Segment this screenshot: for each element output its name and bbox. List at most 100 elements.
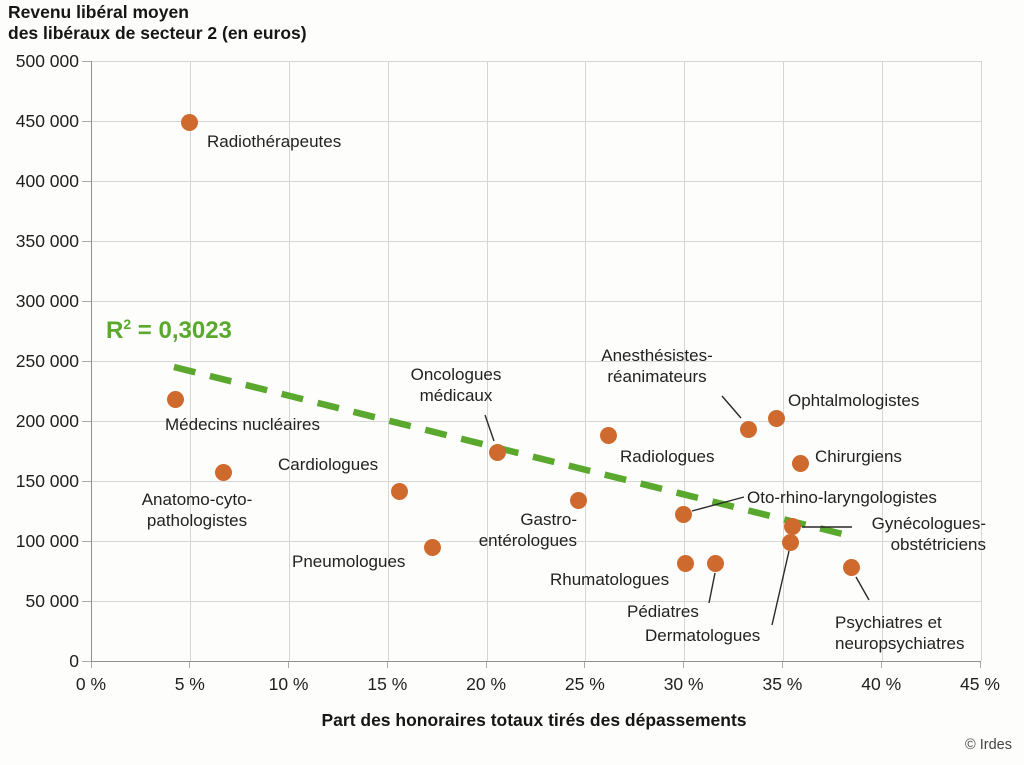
x-tick-mark <box>485 662 487 668</box>
point-label-line: obstétriciens <box>890 535 986 554</box>
point-label-line: Chirurgiens <box>815 447 902 466</box>
x-tick-label: 15 % <box>367 674 408 694</box>
gridline-vertical <box>881 61 883 661</box>
gridline-horizontal <box>92 300 981 302</box>
data-point-psychiatres-neuropsychiatres <box>843 558 861 576</box>
gridline-horizontal <box>92 180 981 182</box>
gridline-horizontal <box>92 60 981 62</box>
point-label-line: Radiothérapeutes <box>207 132 342 151</box>
data-point-medecins-nucleaires <box>167 390 185 408</box>
data-point-gynecologues-obstetriciens <box>783 518 801 536</box>
x-tick-mark <box>584 662 586 668</box>
data-point-radiologues <box>600 426 618 444</box>
y-tick-mark <box>82 600 91 602</box>
r-squared-annotation: R2 = 0,3023 <box>106 316 232 345</box>
point-label-anatomo-cyto-pathologistes: Anatomo-cyto-pathologistes <box>117 489 277 531</box>
gridline-vertical <box>486 61 488 661</box>
x-tick-mark <box>288 662 290 668</box>
data-point-gastro-enterologues <box>570 491 588 509</box>
data-point-radiotherapeutes <box>181 113 199 131</box>
credit-irdes: © Irdes <box>965 737 1012 753</box>
x-axis-title: Part des honoraires totaux tirés des dép… <box>321 710 747 730</box>
point-label-line: Pédiatres <box>627 602 699 621</box>
x-tick-label: 35 % <box>762 674 803 694</box>
chart-title: Revenu libéral moyen des libéraux de sec… <box>8 2 307 44</box>
r2-base: R <box>106 317 124 344</box>
gridline-vertical <box>684 61 686 661</box>
y-tick-label: 350 000 <box>15 230 79 251</box>
x-tick-label: 45 % <box>960 674 1000 694</box>
data-point-oncologues-medicaux <box>489 443 507 461</box>
gridline-vertical <box>782 61 784 661</box>
chart-title-line2: des libéraux de secteur 2 (en euros) <box>8 23 307 43</box>
data-point-chirurgiens <box>791 454 809 472</box>
r2-sup: 2 <box>123 316 132 332</box>
y-tick-label: 500 000 <box>15 50 79 71</box>
y-tick-label: 450 000 <box>15 110 79 131</box>
point-label-gynecologues-obstetriciens: Gynécologues-obstétriciens <box>826 513 986 555</box>
point-label-line: Rhumatologues <box>550 570 670 589</box>
point-label-line: Oto-rhino-laryngologistes <box>747 488 937 507</box>
point-label-cardiologues: Cardiologues <box>278 454 378 475</box>
data-point-pneumologues <box>424 538 442 556</box>
point-label-line: pathologistes <box>146 511 248 530</box>
x-tick-label: 40 % <box>861 674 902 694</box>
x-tick-mark <box>683 662 685 668</box>
y-tick-label: 300 000 <box>15 290 79 311</box>
data-point-pediatres <box>706 555 724 573</box>
point-label-oto-rhino-laryngologistes: Oto-rhino-laryngologistes <box>747 487 937 508</box>
point-label-line: Gynécologues- <box>871 514 986 533</box>
point-label-line: Pneumologues <box>292 552 406 571</box>
data-point-rhumatologues <box>677 555 695 573</box>
y-tick-mark <box>82 480 91 482</box>
point-label-ophtalmologistes: Ophtalmologistes <box>788 390 919 411</box>
gridline-vertical <box>980 61 982 661</box>
x-tick-mark <box>189 662 191 668</box>
r2-rest: = 0,3023 <box>131 317 232 344</box>
plot-area <box>91 60 982 662</box>
x-tick-label: 30 % <box>663 674 704 694</box>
gridline-horizontal <box>92 120 981 122</box>
data-point-anesthesistes-reanimateurs <box>740 420 758 438</box>
y-tick-mark <box>82 120 91 122</box>
point-label-line: Radiologues <box>620 447 715 466</box>
x-tick-mark <box>90 662 92 668</box>
data-point-ophtalmologistes <box>768 410 786 428</box>
point-label-line: Psychiatres et <box>835 613 942 632</box>
point-label-line: neuropsychiatres <box>835 634 965 653</box>
data-point-cardiologues <box>390 483 408 501</box>
point-label-line: Dermatologues <box>645 626 761 645</box>
data-point-dermatologues <box>781 533 799 551</box>
point-label-psychiatres-neuropsychiatres: Psychiatres et neuropsychiatres <box>835 612 995 654</box>
y-tick-mark <box>82 660 91 662</box>
point-label-dermatologues: Dermatologues <box>645 625 760 646</box>
point-label-line: Anesthésistes- <box>601 346 713 365</box>
point-label-line: entérologues <box>478 531 577 550</box>
x-tick-mark <box>979 662 981 668</box>
y-tick-mark <box>82 60 91 62</box>
chart-title-line1: Revenu libéral moyen <box>8 2 189 22</box>
y-tick-label: 200 000 <box>15 410 79 431</box>
point-label-line: Oncologues <box>410 365 502 384</box>
point-label-line: réanimateurs <box>607 367 707 386</box>
x-tick-label: 10 % <box>268 674 309 694</box>
gridline-horizontal <box>92 540 981 542</box>
point-label-oncologues-medicaux: Oncologues médicaux <box>376 364 536 406</box>
gridline-vertical <box>585 61 587 661</box>
point-label-chirurgiens: Chirurgiens <box>815 446 902 467</box>
y-tick-label: 0 <box>69 650 79 671</box>
point-label-medecins-nucleaires: Médecins nucléaires <box>165 414 320 435</box>
y-tick-label: 250 000 <box>15 350 79 371</box>
x-tick-label: 25 % <box>564 674 605 694</box>
x-tick-mark <box>880 662 882 668</box>
point-label-pediatres: Pédiatres <box>627 601 699 622</box>
point-label-line: Cardiologues <box>278 455 379 474</box>
y-tick-mark <box>82 360 91 362</box>
y-tick-mark <box>82 180 91 182</box>
y-tick-mark <box>82 240 91 242</box>
gridline-horizontal <box>92 240 981 242</box>
gridline-vertical <box>190 61 192 661</box>
point-label-gastro-enterologues: Gastro-entérologues <box>417 509 577 551</box>
point-label-rhumatologues: Rhumatologues <box>550 569 669 590</box>
